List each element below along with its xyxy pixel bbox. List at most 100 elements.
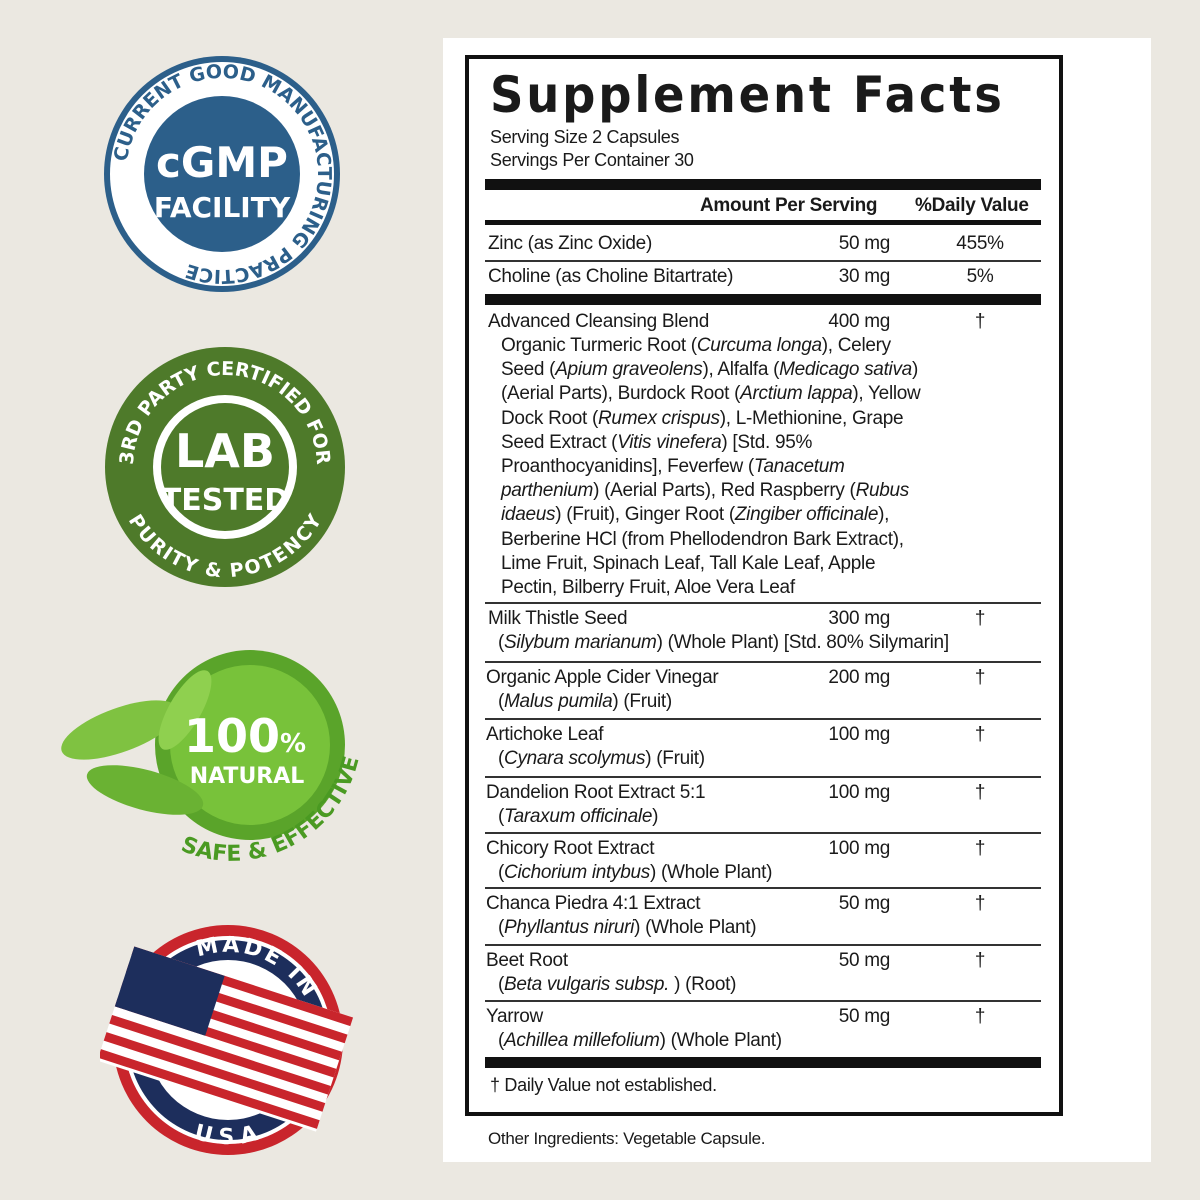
text-segment: ) [Std. 95%: [721, 431, 813, 453]
latin-name: Apium graveolens: [555, 359, 703, 381]
divider-thin: [485, 260, 1041, 262]
amount: 100 mg: [828, 782, 890, 803]
other-ingredients: Other Ingredients: Vegetable Capsule.: [488, 1129, 766, 1148]
amount: 50 mg: [838, 233, 891, 254]
blend-line: parthenium) (Aerial Parts), Red Raspberr…: [501, 480, 909, 502]
daily-value: †: [974, 724, 986, 745]
cgmp-main: cGMP: [156, 138, 288, 187]
latin-name: Cichorium intybus: [504, 862, 650, 883]
text-segment: (: [498, 806, 505, 827]
lab-tested-badge: 3RD PARTY CERTIFIED FOR PURITY & POTENCY…: [105, 347, 345, 587]
lab-sub: TESTED: [161, 483, 289, 518]
text-segment: (: [498, 917, 505, 938]
blend-line: Dock Root (Rumex crispus), L-Methionine,…: [501, 407, 904, 430]
ingredient-name: Chicory Root Extract: [486, 838, 655, 859]
divider-thick: [485, 179, 1041, 190]
amount: 400 mg: [828, 311, 890, 332]
ingredient-name: Organic Apple Cider Vinegar: [486, 667, 719, 688]
text-segment: ) (Fruit): [645, 748, 705, 769]
ingredient-name: Beet Root: [486, 950, 568, 971]
amount: 100 mg: [828, 724, 890, 745]
text-segment: ) (Root): [669, 974, 737, 995]
ingredient-name: Yarrow: [486, 1006, 543, 1027]
latin-name: Zingiber officinale: [734, 504, 879, 526]
lab-main: LAB: [175, 424, 275, 478]
amount: 300 mg: [828, 608, 890, 629]
blend-line: Seed (Apium graveolens), Alfalfa (Medica…: [501, 359, 918, 381]
latin-name: Arctium lappa: [740, 383, 853, 405]
divider-thin: [485, 776, 1041, 778]
text-segment: (: [498, 974, 505, 995]
latin-name: Vitis vinefera: [617, 431, 722, 453]
natural-badge: 100% NATURAL SAFE & EFFECTIVE: [61, 650, 365, 867]
text-segment: Seed Extract (: [501, 431, 618, 453]
latin-name: idaeus: [501, 504, 556, 526]
text-segment: (: [498, 632, 505, 653]
divider-thin: [485, 887, 1041, 889]
daily-value: †: [974, 950, 986, 971]
ingredient-source: (Cynara scolymus) (Fruit): [498, 748, 705, 770]
latin-name: parthenium: [501, 480, 594, 502]
divider-thin: [485, 602, 1041, 604]
latin-name: Curcuma longa: [696, 335, 822, 356]
servings-per-container: Servings Per Container 30: [490, 150, 694, 170]
text-segment: ): [911, 359, 918, 381]
amount: 200 mg: [828, 667, 890, 688]
leaf-icon: [158, 670, 212, 750]
latin-name: Taraxum officinale: [504, 806, 653, 827]
ingredient-source: (Beta vulgaris subsp. ) (Root): [498, 974, 736, 996]
text-segment: ) (Fruit): [612, 691, 672, 712]
daily-value: †: [974, 893, 986, 914]
ingredient-source: (Cichorium intybus) (Whole Plant): [498, 862, 772, 884]
text-segment: (Aerial Parts), Burdock Root (: [501, 383, 741, 405]
text-segment: Seed (: [501, 359, 556, 381]
text-segment: ) (Aerial Parts), Red Raspberry (: [593, 480, 856, 502]
blend-line: Proanthocyanidins], Feverfew (Tanacetum: [501, 456, 845, 478]
natural-main: 100: [184, 709, 280, 763]
nutrient-name: Zinc (as Zinc Oxide): [488, 233, 652, 254]
daily-value: †: [974, 838, 986, 859]
daily-value: 455%: [956, 233, 1004, 254]
latin-name: Cynara scolymus: [504, 748, 646, 769]
svg-text:100%: 100%: [184, 709, 306, 763]
ingredient-name: Dandelion Root Extract 5:1: [486, 782, 706, 803]
text-segment: ), Yellow: [852, 383, 921, 405]
daily-value: †: [974, 782, 986, 803]
leaf-icon: [61, 700, 179, 760]
ingredient-source: (Taraxum officinale): [498, 806, 658, 828]
header-daily-value: %Daily Value: [915, 195, 1029, 216]
latin-name: Tanacetum: [753, 456, 845, 477]
amount: 50 mg: [838, 1006, 891, 1027]
natural-sub: NATURAL: [190, 764, 305, 789]
latin-name: Malus pumila: [504, 691, 613, 712]
text-segment: Dock Root (: [501, 407, 599, 429]
ingredient-source: (Malus pumila) (Fruit): [498, 691, 672, 713]
divider-thin: [485, 944, 1041, 946]
text-segment: Organic Turmeric Root (: [501, 335, 697, 356]
text-segment: ) (Whole Plant): [659, 1030, 783, 1051]
text-segment: (: [498, 1030, 505, 1051]
supplement-panel: [443, 38, 1151, 1162]
nutrient-name: Choline (as Choline Bitartrate): [488, 266, 734, 287]
footnote: † Daily Value not established.: [490, 1075, 717, 1095]
text-segment: (: [498, 691, 505, 712]
divider-thick: [485, 294, 1041, 305]
label-title: Supplement Facts: [490, 66, 1005, 124]
latin-name: Achillea millefolium: [504, 1030, 660, 1051]
latin-name: Rumex crispus: [598, 407, 720, 429]
text-segment: ),: [878, 504, 890, 526]
blend-line: Organic Turmeric Root (Curcuma longa), C…: [501, 335, 891, 357]
amount: 100 mg: [828, 838, 890, 859]
blend-line: Seed Extract (Vitis vinefera) [Std. 95%: [501, 432, 812, 454]
ingredient-source: (Achillea millefolium) (Whole Plant): [498, 1030, 782, 1052]
blend-line: Lime Fruit, Spinach Leaf, Tall Kale Leaf…: [501, 553, 876, 575]
divider-thick: [485, 1057, 1041, 1068]
latin-name: Medicago sativa: [779, 359, 912, 381]
ingredient-name: Milk Thistle Seed: [488, 608, 628, 629]
text-segment: Pectin, Bilberry Fruit, Aloe Vera Leaf: [501, 577, 795, 598]
made-in-usa-badge: MADE IN USA: [100, 925, 354, 1155]
text-segment: ): [652, 806, 659, 827]
amount: 30 mg: [838, 266, 891, 287]
blend-line: idaeus) (Fruit), Ginger Root (Zingiber o…: [501, 504, 889, 526]
text-segment: ) (Whole Plant): [634, 917, 757, 938]
